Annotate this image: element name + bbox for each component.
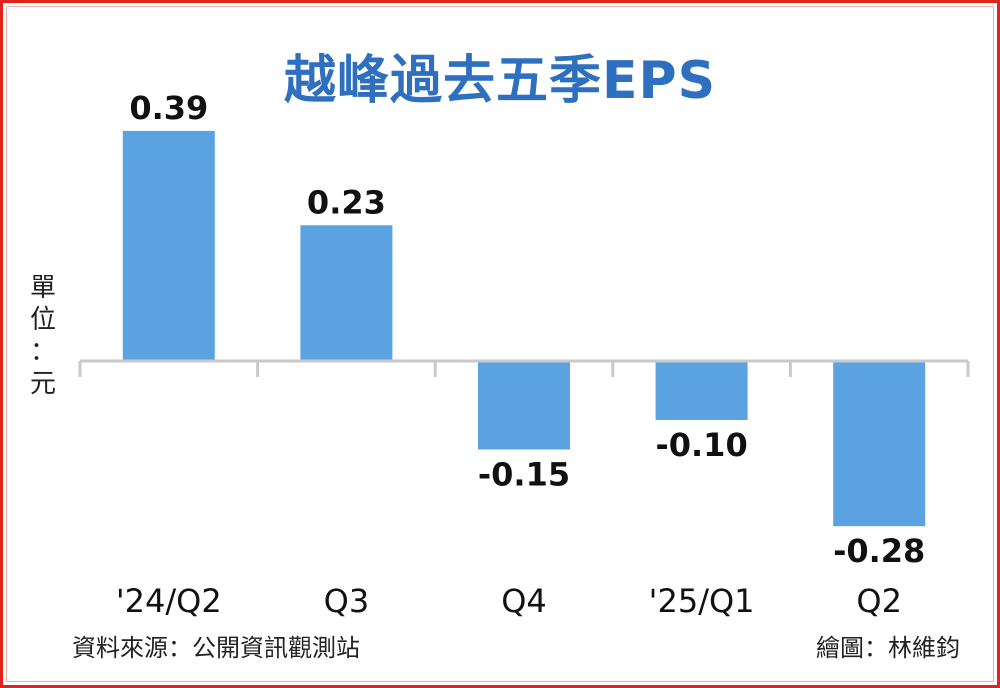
category-label-2: Q4 — [501, 582, 547, 620]
data-source-note: 資料來源：公開資訊觀測站 — [72, 634, 360, 662]
y-axis-unit-label: 單位：元 — [28, 272, 58, 400]
y-axis-unit-char: ： — [29, 337, 56, 367]
category-label-4: Q2 — [856, 582, 902, 620]
category-label-0: '24/Q2 — [116, 582, 222, 620]
category-label-1: Q3 — [324, 582, 370, 620]
data-label-2: -0.15 — [478, 456, 570, 494]
bars-group — [122, 130, 926, 527]
data-label-3: -0.10 — [655, 426, 747, 464]
bar-2 — [478, 361, 570, 450]
data-label-1: 0.23 — [307, 183, 386, 221]
category-label-3: '25/Q1 — [649, 582, 755, 620]
labels-group: 0.39 '24/Q2 0.23 Q3 -0.15 Q4 -0.10 '25/Q1 -0.28 Q… — [116, 89, 925, 620]
chart-frame-inner — [6, 6, 994, 682]
y-axis-unit-char: 單 — [29, 273, 56, 303]
chart-title: 越峰過去五季EPS — [283, 51, 717, 111]
chart-credit: 繪圖：林維鈞 — [816, 634, 960, 662]
y-axis-unit-char: 位 — [29, 305, 56, 335]
data-label-0: 0.39 — [129, 89, 208, 127]
data-label-4: -0.28 — [833, 532, 925, 570]
y-axis-unit-char: 元 — [29, 369, 56, 399]
bar-3 — [655, 361, 748, 420]
x-axis — [78, 359, 970, 377]
bar-1 — [300, 225, 393, 361]
bar-4 — [833, 361, 926, 527]
bar-0 — [122, 130, 215, 361]
